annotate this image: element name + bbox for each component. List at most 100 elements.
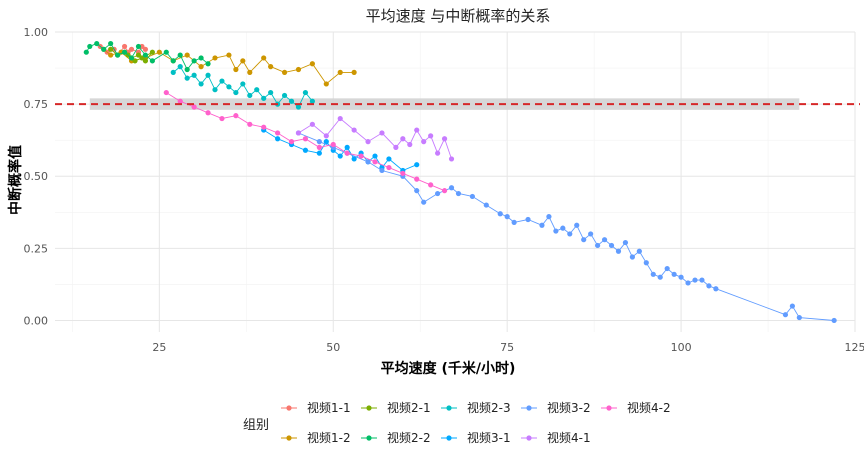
data-point — [205, 72, 211, 78]
legend-item: 视频2-1 — [361, 400, 431, 415]
data-point — [372, 153, 378, 159]
data-point — [281, 92, 288, 99]
data-point — [302, 89, 309, 96]
data-point — [595, 242, 601, 249]
data-point — [330, 141, 336, 148]
data-point — [240, 58, 246, 64]
data-point — [400, 136, 406, 142]
data-point — [163, 89, 169, 96]
data-point — [316, 150, 322, 156]
data-point — [796, 314, 802, 321]
legend-label: 视频4-2 — [627, 400, 671, 415]
data-point — [608, 242, 615, 249]
data-point — [108, 40, 114, 47]
data-point — [163, 49, 169, 55]
data-point — [539, 222, 545, 228]
data-point — [309, 98, 315, 104]
data-point — [87, 43, 93, 50]
data-point — [622, 239, 629, 246]
data-point — [657, 274, 663, 280]
legend-item: 视频1-2 — [281, 430, 351, 445]
legend-key-point — [526, 405, 532, 411]
data-point — [275, 136, 281, 142]
data-point — [546, 214, 552, 220]
data-point — [309, 61, 315, 67]
legend-item: 视频1-1 — [281, 400, 351, 415]
plot-area — [83, 40, 837, 324]
legend-label: 视频1-2 — [307, 430, 351, 445]
legend-label: 视频1-1 — [307, 400, 351, 415]
data-point — [428, 133, 434, 139]
data-point — [692, 277, 698, 283]
y-tick-label: 0.50 — [24, 170, 49, 183]
series-视频2-2 — [83, 40, 211, 73]
data-point — [184, 66, 190, 73]
data-point — [281, 69, 288, 75]
legend-key-point — [606, 405, 612, 411]
data-point — [247, 121, 253, 127]
data-point — [149, 58, 155, 64]
data-point — [455, 190, 462, 197]
data-point — [448, 185, 455, 191]
data-point — [351, 156, 357, 162]
data-point — [511, 219, 517, 225]
data-point — [671, 271, 677, 277]
data-point — [421, 139, 427, 145]
data-point — [713, 286, 719, 292]
x-axis-ticks: 25 50 75 100 125 — [152, 341, 864, 354]
data-point — [170, 58, 176, 64]
data-point — [574, 222, 580, 228]
data-point — [121, 43, 128, 50]
data-point — [678, 274, 684, 280]
data-point — [191, 72, 197, 78]
data-point — [441, 188, 448, 194]
data-point — [831, 317, 837, 324]
data-point — [219, 115, 225, 122]
data-point — [170, 69, 176, 75]
data-point — [191, 104, 197, 110]
y-axis-title: 中断概率值 — [7, 145, 24, 215]
data-point — [615, 248, 622, 254]
legend: 组别 视频1-1 视频2-1 视频2-3 视频3-2 视频4-2 视频1-2 视频2-2 视频… — [243, 400, 671, 445]
data-point — [393, 144, 399, 150]
data-point — [261, 124, 267, 130]
data-point — [414, 127, 420, 133]
data-point — [177, 98, 183, 104]
data-point — [699, 277, 705, 283]
data-point — [142, 46, 149, 52]
data-point — [414, 162, 420, 168]
data-point — [567, 231, 573, 237]
legend-key-point — [526, 435, 532, 441]
data-point — [316, 139, 322, 145]
data-point — [101, 46, 107, 52]
legend-label: 视频4-1 — [547, 430, 591, 445]
data-point — [128, 55, 135, 61]
data-point — [198, 55, 204, 61]
data-point — [323, 139, 329, 145]
data-point — [295, 104, 302, 110]
legend-item: 视频2-3 — [441, 400, 511, 415]
data-point — [469, 193, 475, 200]
data-point — [386, 164, 392, 171]
data-point — [108, 52, 114, 58]
data-point — [177, 64, 183, 70]
data-point — [212, 87, 218, 93]
data-point — [601, 237, 608, 243]
data-point — [156, 49, 162, 55]
data-point — [379, 167, 385, 174]
data-point — [275, 130, 281, 136]
data-point — [295, 66, 302, 73]
data-point — [302, 147, 309, 153]
data-point — [191, 58, 197, 64]
data-point — [247, 69, 253, 75]
data-point — [149, 49, 155, 55]
grid — [55, 31, 856, 332]
data-point — [115, 52, 121, 58]
data-point — [83, 49, 89, 55]
data-point — [421, 199, 427, 205]
data-point — [142, 52, 149, 58]
series-视频4-2 — [163, 89, 448, 194]
x-tick-label: 125 — [845, 341, 864, 354]
legend-key-point — [446, 405, 452, 411]
data-point — [448, 156, 455, 162]
